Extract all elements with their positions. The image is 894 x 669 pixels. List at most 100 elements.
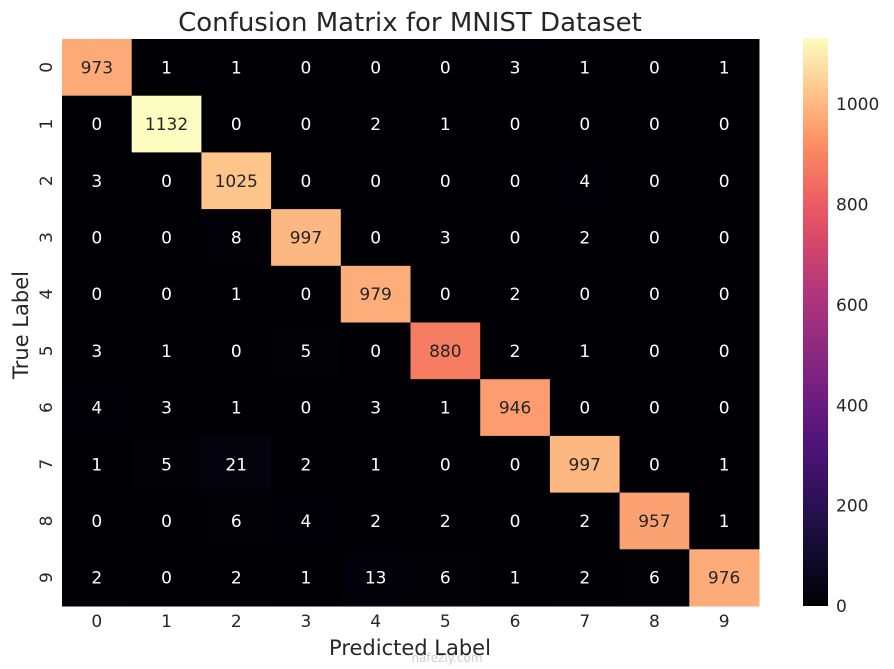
heatmap-grid: 973 1 1 0 0 0 3 1 0 10 1132 0 0 2 1 0 0 0 03 0 1025 0 0 0 0 4 0 00 0… <box>62 39 760 607</box>
heatmap-cell <box>62 379 133 437</box>
heatmap-cell <box>131 95 202 153</box>
y-tick-label: 6 <box>37 402 57 413</box>
cell-value-label: 0 <box>370 58 381 78</box>
cell-value-label: 1 <box>161 342 172 362</box>
x-tick-label: 8 <box>649 612 660 632</box>
cell-value-label: 1 <box>579 342 590 362</box>
heatmap-cell <box>62 152 133 210</box>
cell-value-label: 1025 <box>215 172 258 192</box>
cell-value-label: 1 <box>719 455 730 475</box>
chart-title: Confusion Matrix for MNIST Dataset <box>178 8 642 38</box>
cell-value-label: 0 <box>510 512 521 532</box>
heatmap-cell <box>62 95 133 153</box>
heatmap-cell <box>410 39 481 97</box>
y-tick-label: 7 <box>37 459 57 470</box>
heatmap-cell <box>480 95 551 153</box>
heatmap-cell <box>271 435 342 494</box>
heatmap-cell <box>340 209 411 267</box>
heatmap-cell <box>131 209 202 267</box>
heatmap-cell <box>549 152 621 210</box>
cell-value-label: 2 <box>510 285 521 305</box>
cell-value-label: 1 <box>510 569 521 589</box>
heatmap-cell <box>340 492 411 550</box>
cell-value-label: 1 <box>440 115 451 135</box>
heatmap-cell <box>201 265 272 323</box>
heatmap-cell <box>131 39 202 97</box>
heatmap-cell <box>480 435 551 494</box>
heatmap-cell <box>549 209 621 267</box>
heatmap-cell <box>480 152 551 210</box>
heatmap-cell <box>549 379 621 437</box>
cell-value-label: 2 <box>370 115 381 135</box>
heatmap-cell <box>689 322 760 380</box>
cell-value-label: 0 <box>649 285 660 305</box>
colorbar-tick-label: 200 <box>836 497 868 517</box>
heatmap-cell <box>201 379 272 437</box>
cell-value-label: 0 <box>440 455 451 475</box>
heatmap-cell <box>410 265 481 323</box>
colorbar-tick-label: 800 <box>836 196 868 216</box>
heatmap-cell <box>410 549 481 607</box>
heatmap-cell <box>619 209 690 267</box>
y-tick-label: 4 <box>37 289 57 300</box>
heatmap-cell <box>480 492 551 550</box>
cell-value-label: 1 <box>301 569 312 589</box>
cell-value-label: 0 <box>510 455 521 475</box>
cell-value-label: 0 <box>649 228 660 248</box>
cell-value-label: 1 <box>579 58 590 78</box>
heatmap-cell <box>480 209 551 267</box>
cell-value-label: 0 <box>719 115 730 135</box>
y-axis-label: True Label <box>9 271 33 380</box>
cell-value-label: 0 <box>161 172 172 192</box>
heatmap-cell <box>689 549 760 607</box>
cell-value-label: 0 <box>161 228 172 248</box>
cell-value-label: 0 <box>649 58 660 78</box>
heatmap-cell <box>340 265 411 323</box>
heatmap-cell <box>62 549 133 607</box>
cell-value-label: 880 <box>429 342 461 362</box>
cell-value-label: 0 <box>161 512 172 532</box>
heatmap-cell <box>619 322 690 380</box>
cell-value-label: 0 <box>510 115 521 135</box>
y-tick-label: 1 <box>37 119 57 130</box>
cell-value-label: 21 <box>225 455 247 475</box>
heatmap-cell <box>340 322 411 380</box>
heatmap-cell <box>410 95 481 153</box>
cell-value-label: 0 <box>91 115 102 135</box>
heatmap-cell <box>340 435 411 494</box>
heatmap-cell <box>619 152 690 210</box>
x-axis-label: Predicted Label <box>329 636 491 660</box>
y-tick-label: 3 <box>37 232 57 243</box>
cell-value-label: 0 <box>91 512 102 532</box>
heatmap-cell <box>410 209 481 267</box>
colorbar-tick-label: 400 <box>836 396 868 416</box>
cell-value-label: 0 <box>440 285 451 305</box>
heatmap-cell <box>619 549 690 607</box>
cell-value-label: 0 <box>231 115 242 135</box>
heatmap-cell <box>62 492 133 550</box>
cell-value-label: 0 <box>301 399 312 419</box>
cell-value-label: 3 <box>91 172 102 192</box>
cell-value-label: 1 <box>91 455 102 475</box>
heatmap-cell <box>62 322 133 380</box>
cell-value-label: 1 <box>231 399 242 419</box>
cell-value-label: 1 <box>161 58 172 78</box>
cell-value-label: 957 <box>638 512 670 532</box>
heatmap-cell <box>480 265 551 323</box>
x-tick-label: 0 <box>91 612 102 632</box>
cell-value-label: 0 <box>161 285 172 305</box>
heatmap-cell <box>619 265 690 323</box>
cell-value-label: 6 <box>649 569 660 589</box>
heatmap-cell <box>619 435 690 494</box>
heatmap-cell <box>410 435 481 494</box>
heatmap-cell <box>480 379 551 437</box>
cell-value-label: 6 <box>231 512 242 532</box>
y-tick-label: 2 <box>37 175 57 186</box>
x-tick-label: 1 <box>161 612 172 632</box>
heatmap-cell <box>549 435 621 494</box>
heatmap-cell <box>131 152 202 210</box>
heatmap-cell <box>689 492 760 550</box>
heatmap-cell <box>201 152 272 210</box>
cell-value-label: 6 <box>440 569 451 589</box>
heatmap-cell <box>271 95 342 153</box>
